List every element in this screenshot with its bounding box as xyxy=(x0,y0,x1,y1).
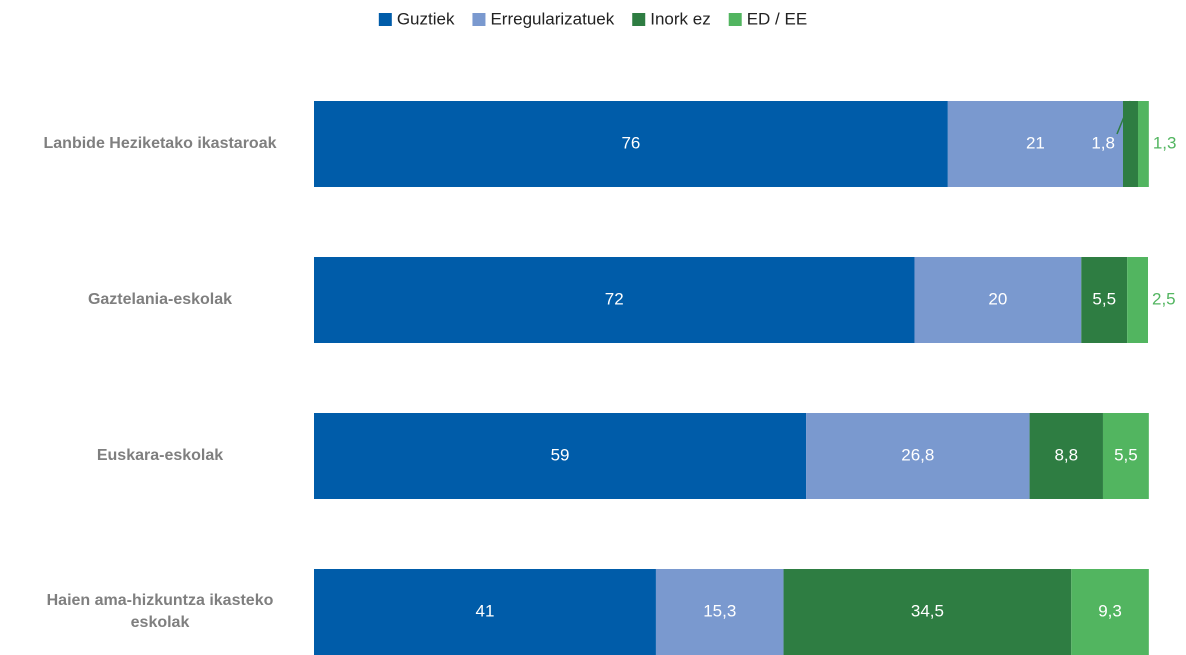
value-label: 72 xyxy=(605,289,624,308)
value-label: 1,8 xyxy=(1091,133,1115,152)
bar-segment xyxy=(1137,101,1149,187)
bar-segment xyxy=(314,413,807,499)
value-label: 8,8 xyxy=(1054,445,1078,464)
bar-segment xyxy=(1071,569,1149,655)
value-label: 15,3 xyxy=(703,601,736,620)
legend-label: Inork ez xyxy=(650,9,710,28)
bar-segment xyxy=(783,569,1072,655)
bar-segment xyxy=(314,101,948,187)
value-label: 1,3 xyxy=(1153,133,1177,152)
legend-swatch xyxy=(378,13,392,26)
category-label: Haien ama-hizkuntza ikasteko eskolak xyxy=(46,592,274,631)
value-label: 2,5 xyxy=(1152,289,1176,308)
value-label: 59 xyxy=(551,445,570,464)
bar-segment xyxy=(314,257,915,343)
category-label: Lanbide Heziketako ikastaroak xyxy=(43,135,277,152)
legend-label: Erregularizatuek xyxy=(490,9,614,28)
value-label: 5,5 xyxy=(1114,445,1138,464)
value-label: 9,3 xyxy=(1098,601,1122,620)
bar-segment xyxy=(1127,257,1148,343)
bar-segment xyxy=(914,257,1082,343)
legend-swatch xyxy=(728,13,742,26)
bar-segment xyxy=(314,569,656,655)
bar-segment xyxy=(655,569,784,655)
bar-segment xyxy=(1029,413,1103,499)
bar-segment xyxy=(1102,413,1149,499)
legend-swatch xyxy=(632,13,646,26)
bar-segment xyxy=(947,101,1123,187)
value-label: 26,8 xyxy=(901,445,934,464)
legend-label: ED / EE xyxy=(747,9,807,28)
bar-segment xyxy=(806,413,1030,499)
category-label: Euskara-eskolak xyxy=(96,447,224,464)
category-label: Gaztelania-eskolak xyxy=(87,291,233,308)
value-label: 5,5 xyxy=(1092,289,1116,308)
bar-segment xyxy=(1122,101,1138,187)
legend-swatch xyxy=(472,13,486,26)
value-label: 20 xyxy=(988,289,1007,308)
leader-line xyxy=(1116,100,1132,135)
value-label: 41 xyxy=(476,601,495,620)
value-label: 76 xyxy=(621,133,640,152)
bar-segment xyxy=(1081,257,1128,343)
value-label: 21 xyxy=(1026,133,1045,152)
legend-label: Guztiek xyxy=(397,9,455,28)
value-label: 34,5 xyxy=(911,601,944,620)
